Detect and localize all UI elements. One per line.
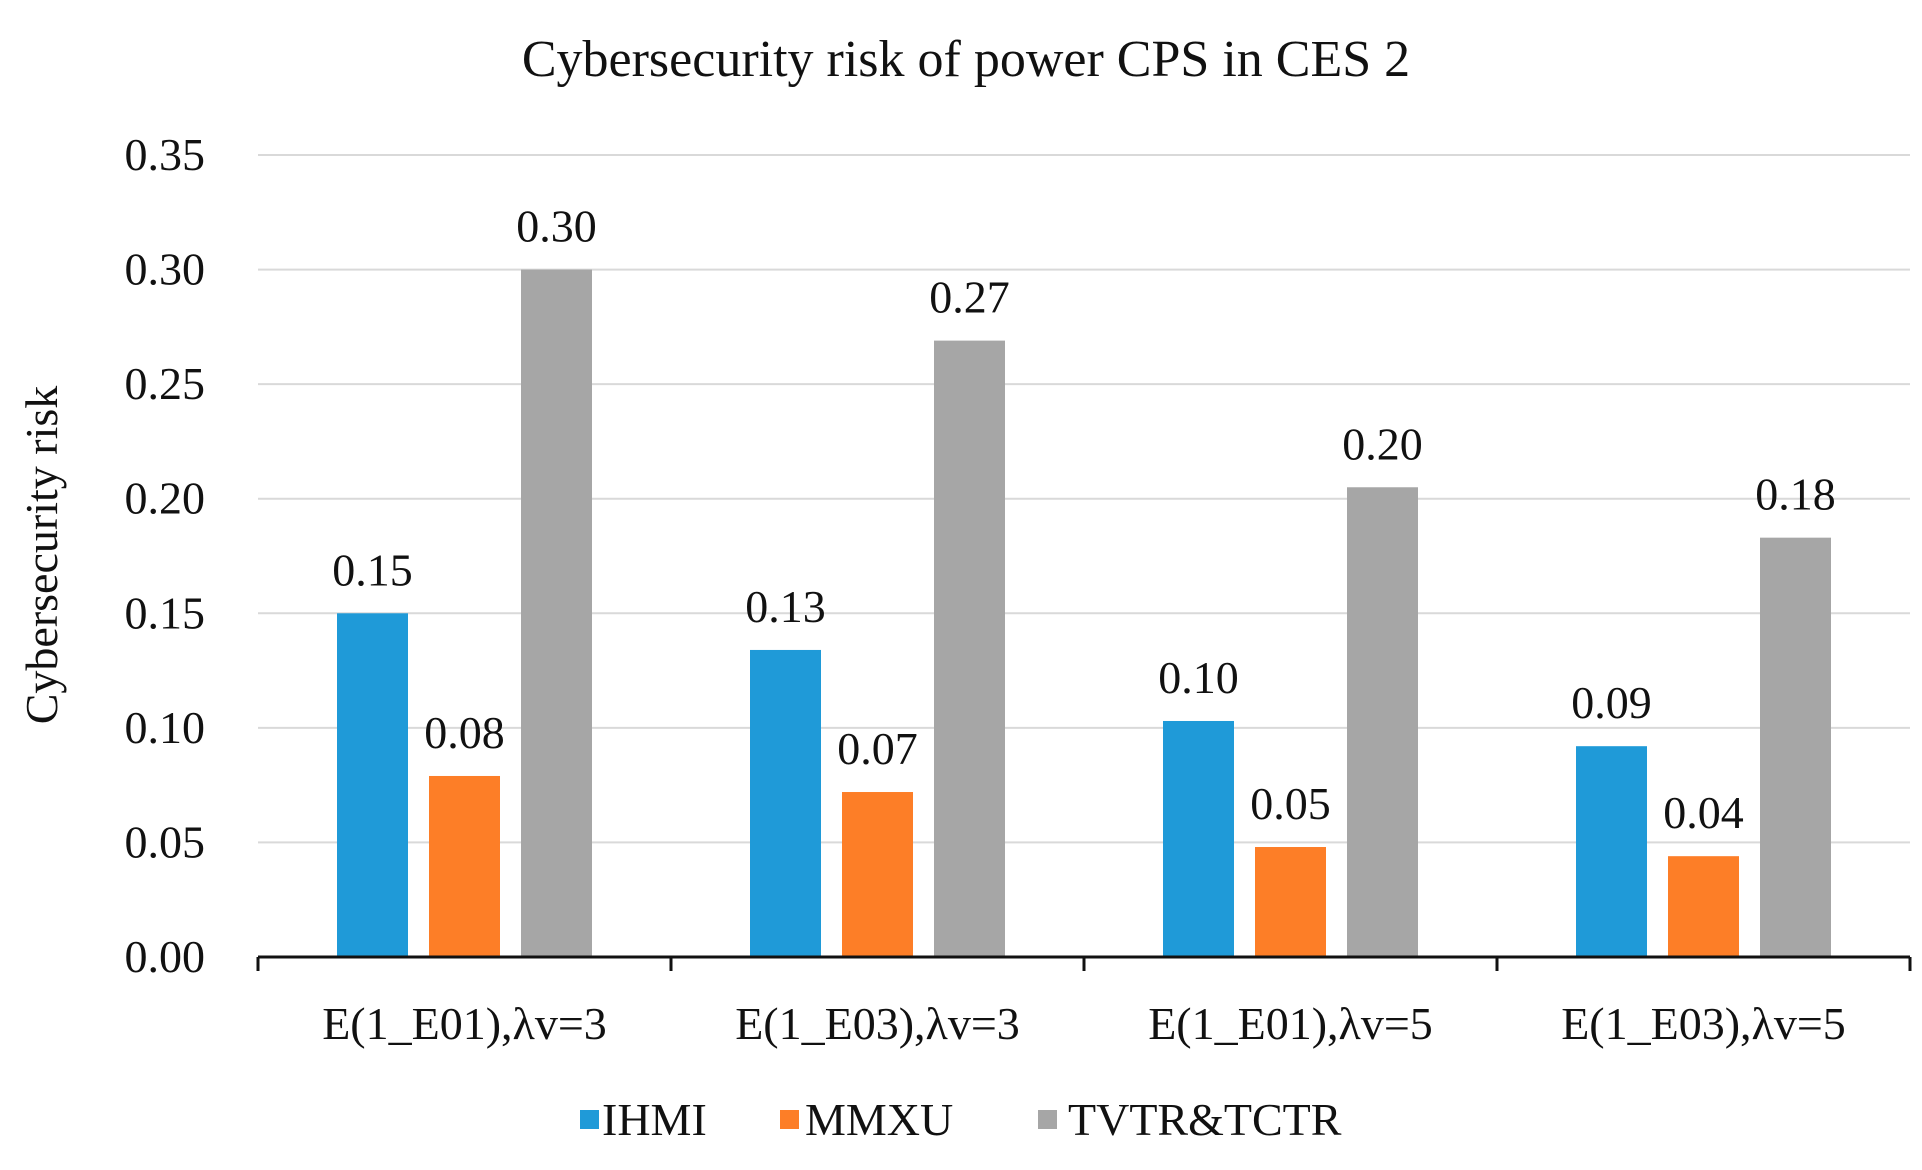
y-tick-label: 0.20 xyxy=(125,473,206,524)
y-tick-label: 0.10 xyxy=(125,702,206,753)
legend-swatch-mmxu xyxy=(780,1110,799,1129)
data-label: 0.13 xyxy=(745,581,826,632)
y-tick-label: 0.00 xyxy=(125,931,206,982)
x-category-label: E(1_E01),λv=3 xyxy=(322,998,607,1049)
y-tick-label: 0.30 xyxy=(125,244,206,295)
bar-ihmi-3 xyxy=(1576,746,1647,957)
data-label: 0.07 xyxy=(837,723,918,774)
x-category-label: E(1_E01),λv=5 xyxy=(1148,998,1433,1049)
y-tick-label: 0.05 xyxy=(125,816,206,867)
data-label: 0.04 xyxy=(1663,787,1744,838)
legend-label: MMXU xyxy=(805,1094,953,1145)
data-label: 0.18 xyxy=(1755,469,1836,520)
bar-tvtr-tctr-0 xyxy=(521,269,592,958)
legend-label: IHMI xyxy=(602,1094,707,1145)
x-axis: E(1_E01),λv=3 E(1_E03),λv=3 E(1_E01),λv=5 E… xyxy=(256,955,1912,1049)
bar-ihmi-1 xyxy=(750,649,821,957)
y-axis-ticks: 0.00 0.05 0.10 0.15 0.20 0.25 0.30 0.35 xyxy=(125,129,206,982)
data-label: 0.10 xyxy=(1158,652,1239,703)
y-axis-label: Cybersecurity risk xyxy=(16,386,67,725)
bars xyxy=(337,269,1831,958)
bar-mmxu-1 xyxy=(842,792,913,957)
legend: IHMI MMXU TVTR&TCTR xyxy=(580,1094,1342,1145)
legend-swatch-tvtr-tctr xyxy=(1038,1110,1057,1129)
bar-mmxu-3 xyxy=(1668,856,1739,957)
y-tick-label: 0.25 xyxy=(125,358,206,409)
data-label: 0.27 xyxy=(929,272,1010,323)
x-category-label: E(1_E03),λv=5 xyxy=(1561,998,1846,1049)
legend-label: TVTR&TCTR xyxy=(1068,1094,1342,1145)
bar-tvtr-tctr-1 xyxy=(934,340,1005,957)
legend-swatch-ihmi xyxy=(580,1110,599,1129)
data-label: 0.09 xyxy=(1571,677,1652,728)
data-labels: 0.15 0.13 0.10 0.09 0.08 0.07 0.05 0.04 0.30 0.27… xyxy=(332,201,1836,839)
data-label: 0.30 xyxy=(516,201,597,252)
data-label: 0.08 xyxy=(424,707,505,758)
bar-ihmi-0 xyxy=(337,613,408,957)
data-label: 0.20 xyxy=(1342,418,1423,469)
bar-tvtr-tctr-3 xyxy=(1760,537,1831,957)
bar-mmxu-2 xyxy=(1255,847,1326,957)
data-label: 0.15 xyxy=(332,544,413,595)
bar-mmxu-0 xyxy=(429,775,500,957)
y-tick-label: 0.15 xyxy=(125,587,206,638)
gridlines xyxy=(258,154,1910,844)
bar-ihmi-2 xyxy=(1163,720,1234,957)
chart-title: Cybersecurity risk of power CPS in CES 2 xyxy=(522,31,1410,88)
y-tick-label: 0.35 xyxy=(125,129,206,180)
bar-tvtr-tctr-2 xyxy=(1347,487,1418,957)
data-label: 0.05 xyxy=(1250,778,1331,829)
x-category-label: E(1_E03),λv=3 xyxy=(735,998,1020,1049)
